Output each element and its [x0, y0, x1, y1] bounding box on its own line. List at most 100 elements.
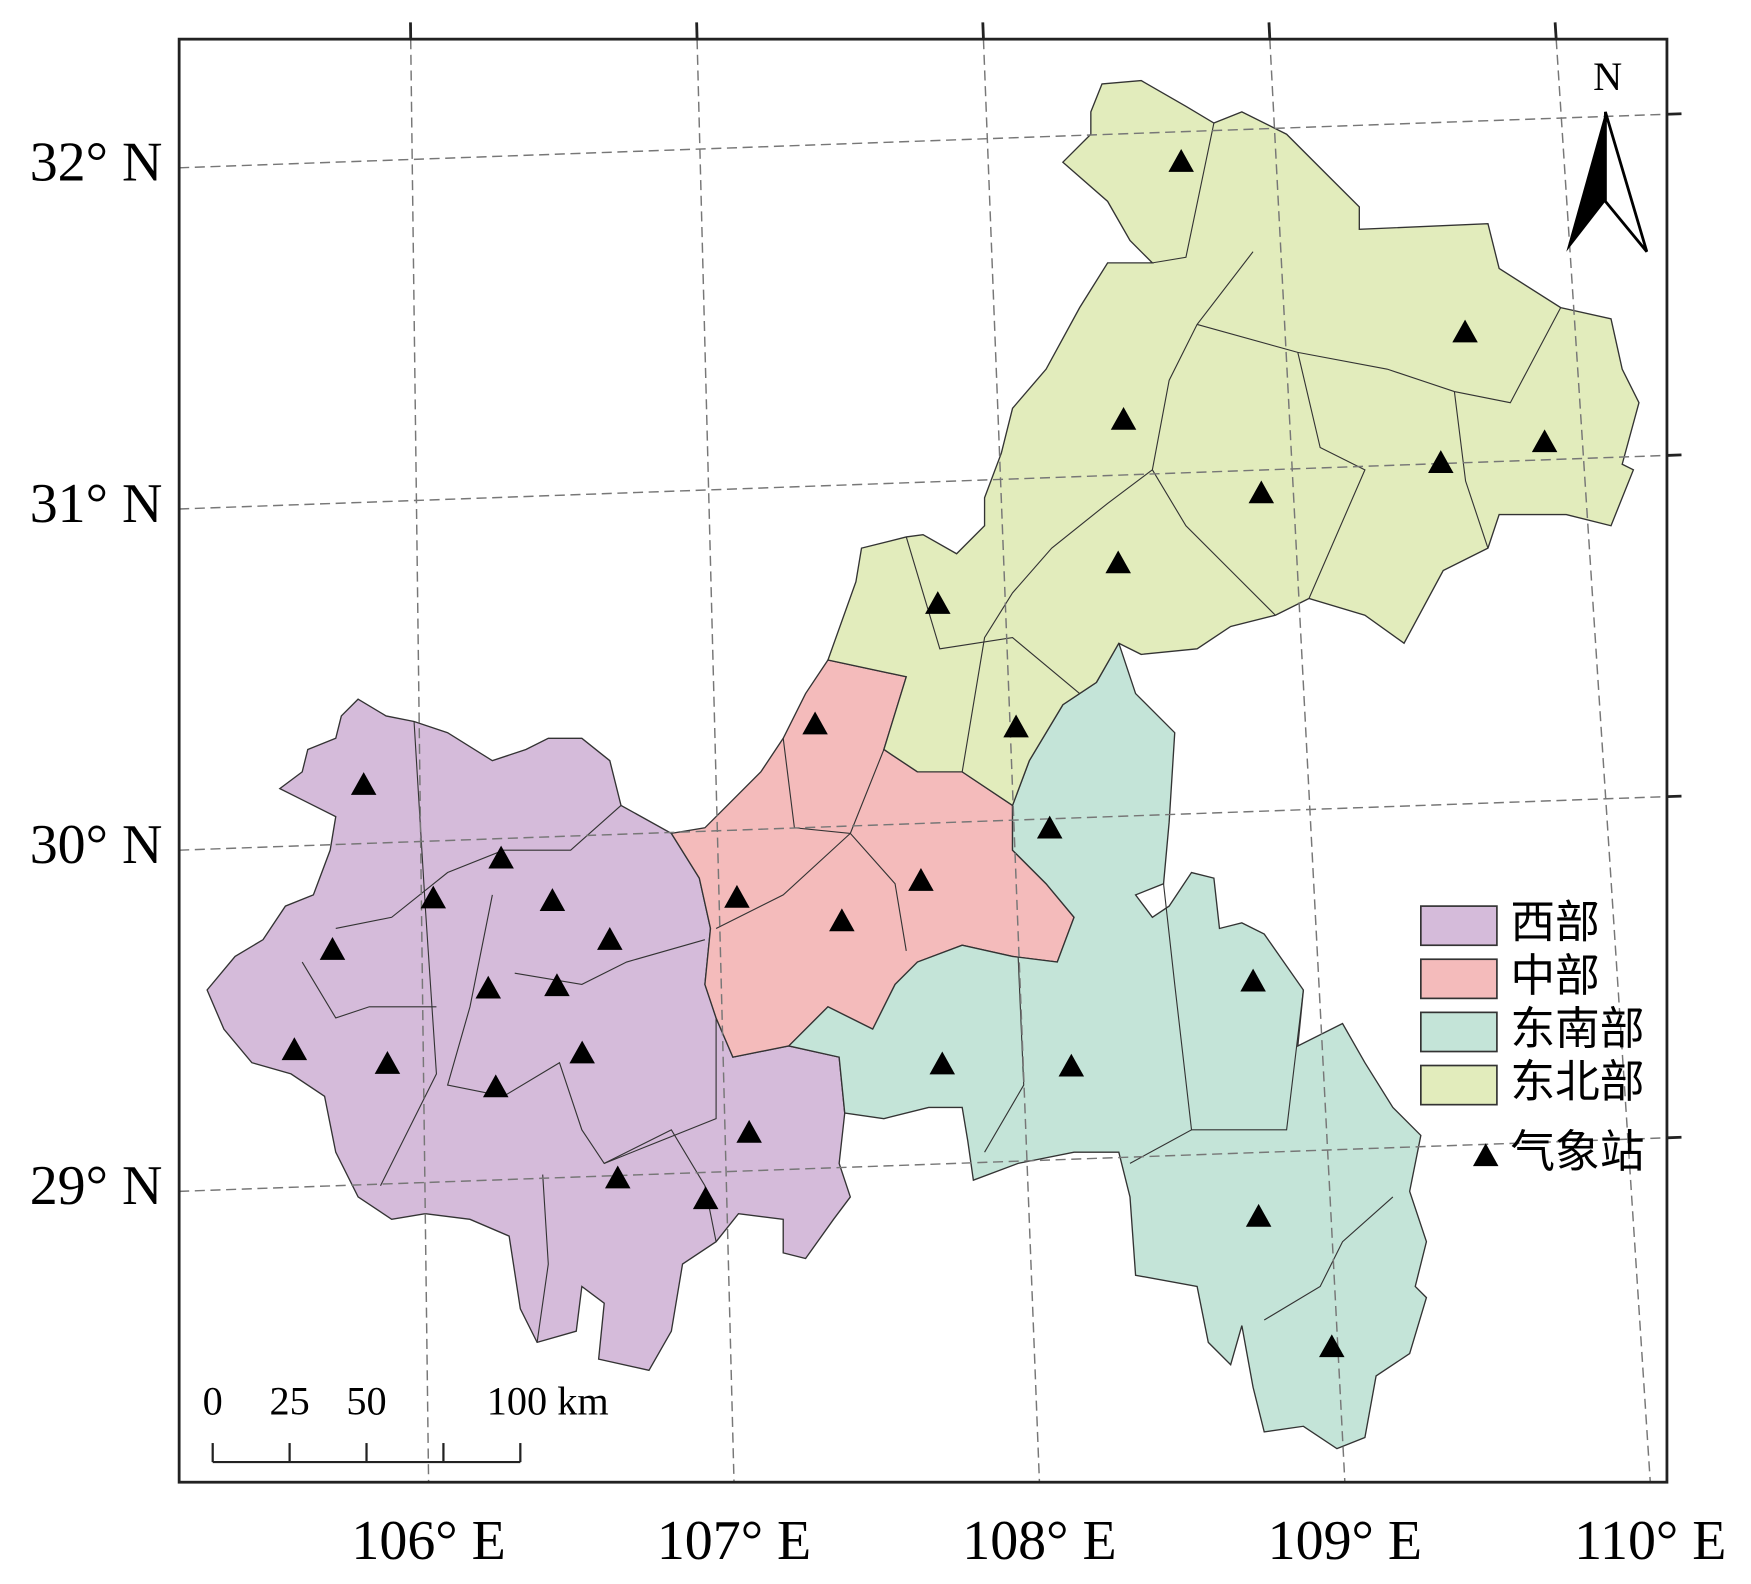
lon-label: 106° E — [351, 1510, 505, 1572]
grid-line — [179, 1137, 1667, 1193]
border — [715, 832, 907, 951]
station — [908, 868, 934, 891]
border — [1263, 1196, 1394, 1321]
scale-label: 25 — [269, 1378, 309, 1423]
station — [724, 884, 750, 908]
station — [350, 772, 377, 795]
border — [446, 894, 717, 1165]
station — [420, 885, 447, 909]
border — [536, 1174, 549, 1343]
north-arrow-left — [1566, 111, 1606, 252]
tick-mark — [1666, 794, 1682, 799]
lon-label: 110° E — [1574, 1510, 1726, 1572]
border — [603, 1129, 717, 1242]
legend-swatch — [1420, 1064, 1498, 1106]
station — [1105, 550, 1131, 574]
grid-line — [696, 39, 735, 1483]
region-northeast — [827, 79, 1640, 807]
lon-label: 108° E — [962, 1510, 1116, 1572]
border — [1151, 469, 1276, 616]
legend-swatch — [1420, 905, 1498, 947]
tick-mark — [981, 22, 985, 40]
border — [514, 939, 706, 985]
station — [1168, 149, 1194, 172]
legend-label: 中部 — [1510, 951, 1599, 1001]
station — [319, 936, 346, 960]
station — [692, 1186, 719, 1210]
border — [1129, 883, 1193, 1164]
legend-swatch — [1420, 958, 1498, 1000]
legend-swatch — [1420, 1011, 1498, 1053]
lat-label: 32° N — [30, 132, 163, 194]
tick-mark — [1666, 453, 1682, 457]
border — [782, 738, 885, 834]
station — [604, 1165, 631, 1189]
station — [569, 1040, 595, 1064]
lon-label: 109° E — [1268, 1510, 1422, 1572]
border — [961, 251, 1254, 772]
lat-label: 29° N — [30, 1155, 163, 1217]
north-arrow: N — [1566, 54, 1649, 253]
district-borders — [301, 122, 1562, 1343]
station — [1452, 319, 1478, 343]
station — [544, 973, 570, 997]
station — [1319, 1334, 1345, 1358]
station — [829, 908, 855, 932]
tick-mark — [1666, 112, 1682, 116]
scale-label: 0 — [203, 1378, 223, 1423]
region-west — [206, 698, 852, 1372]
station — [1110, 406, 1137, 430]
station — [281, 1037, 308, 1061]
station — [1248, 480, 1275, 504]
grid-line — [179, 795, 1667, 851]
border — [1196, 307, 1562, 404]
legend-label: 东北部 — [1510, 1057, 1644, 1107]
border — [1152, 122, 1215, 264]
axis-labels: 32° N 31° N 30° N 29° N 106° E 107° E 108° E 10… — [30, 132, 1727, 1572]
station — [1240, 968, 1266, 992]
station — [1003, 714, 1029, 738]
station — [597, 927, 623, 950]
map-frame — [177, 37, 1669, 1484]
station — [925, 591, 951, 614]
tick-mark — [1666, 1135, 1682, 1140]
grid-line — [982, 39, 1041, 1483]
station — [475, 975, 501, 999]
tick-mark — [1267, 22, 1272, 40]
border — [905, 536, 1081, 694]
station — [1036, 815, 1063, 839]
grid-line — [1555, 39, 1652, 1483]
station — [736, 1119, 762, 1143]
legend-label: 气象站 — [1510, 1127, 1644, 1177]
station — [1058, 1053, 1085, 1077]
station — [929, 1051, 956, 1075]
scale-label: 50 — [346, 1378, 386, 1423]
station — [1245, 1203, 1272, 1227]
north-label: N — [1593, 54, 1622, 99]
regions — [206, 79, 1640, 1450]
lon-label: 107° E — [657, 1510, 811, 1572]
station — [1428, 450, 1454, 473]
graticule — [179, 22, 1682, 1483]
region-southeast — [787, 641, 1428, 1450]
station — [539, 888, 566, 911]
tick-mark — [1553, 22, 1558, 40]
north-arrow-right — [1604, 111, 1649, 253]
station — [374, 1051, 401, 1074]
stations — [281, 149, 1558, 1358]
grid-line — [1269, 39, 1346, 1483]
border — [1453, 391, 1489, 549]
station — [483, 1074, 509, 1098]
grid-line — [409, 39, 430, 1483]
lat-label: 31° N — [30, 473, 163, 535]
border — [1297, 352, 1366, 599]
station — [1531, 429, 1558, 453]
scale-bar: 0 25 50 100 km — [203, 1378, 609, 1464]
border — [335, 805, 622, 930]
grid-line — [179, 454, 1667, 510]
scale-label: 100 km — [487, 1378, 609, 1423]
legend-label: 西部 — [1510, 898, 1599, 948]
legend-label: 东南部 — [1510, 1004, 1644, 1054]
